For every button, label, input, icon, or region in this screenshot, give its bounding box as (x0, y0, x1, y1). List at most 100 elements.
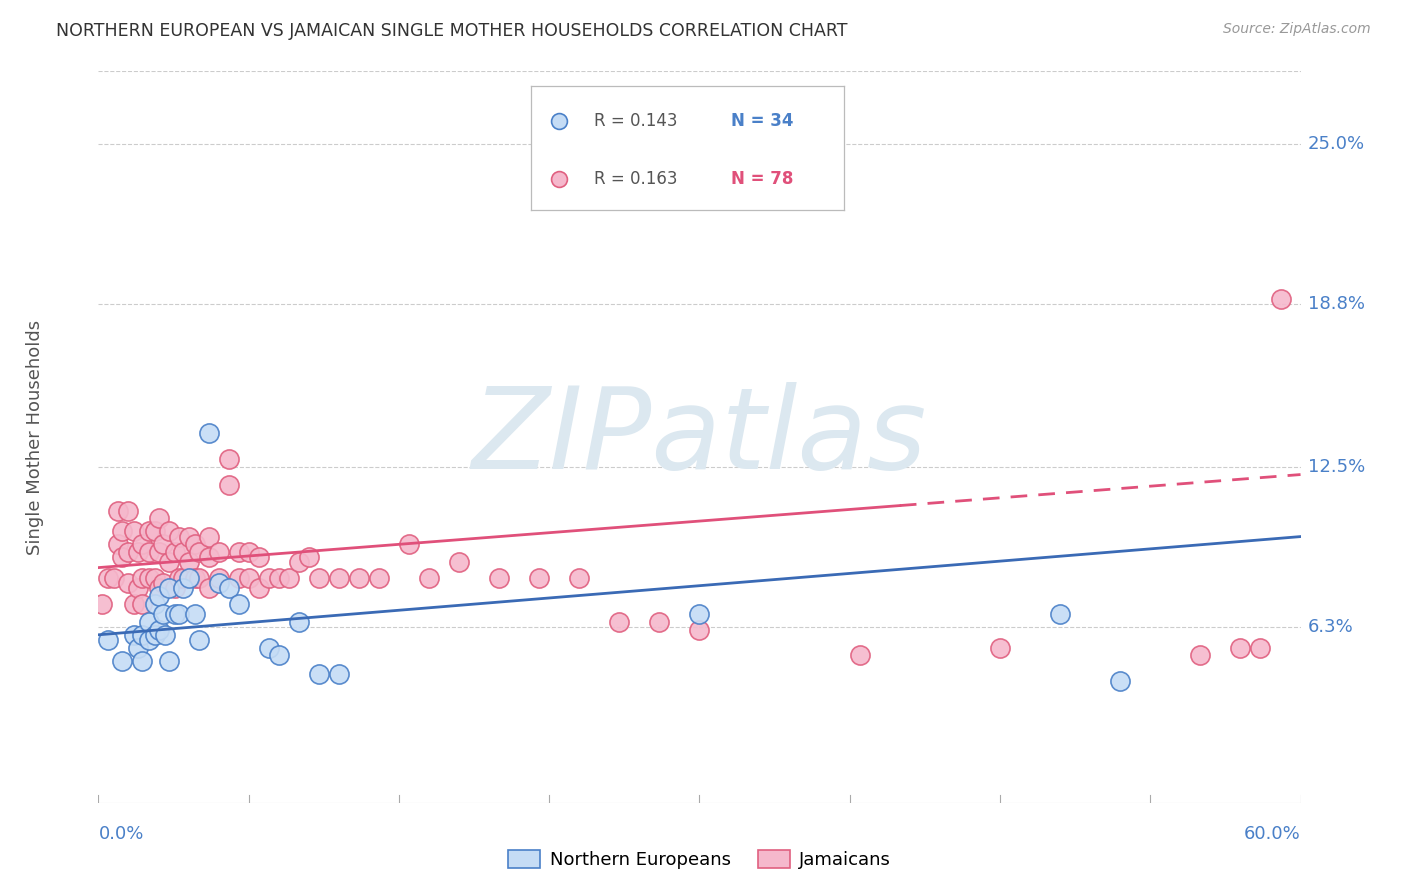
Point (143, 571, 166, 585)
Point (238, 571, 260, 585)
Point (138, 524, 160, 539)
Point (568, 571, 591, 585)
Text: NORTHERN EUROPEAN VS JAMAICAN SINGLE MOTHER HOUSEHOLDS CORRELATION CHART: NORTHERN EUROPEAN VS JAMAICAN SINGLE MOT… (56, 22, 848, 40)
Point (688, 607, 710, 621)
Point (1109, 674, 1132, 689)
Point (187, 545, 209, 559)
Point (163, 607, 186, 621)
Point (488, 571, 510, 585)
Point (648, 615, 671, 629)
Point (167, 530, 190, 544)
Point (609, 615, 631, 629)
Point (1049, 607, 1071, 621)
Point (418, 571, 440, 585)
Point (167, 571, 190, 585)
Point (138, 632, 160, 647)
Point (247, 550, 270, 565)
Text: Source: ZipAtlas.com: Source: ZipAtlas.com (1223, 22, 1371, 37)
Point (257, 640, 280, 655)
Point (128, 640, 150, 655)
Text: 6.3%: 6.3% (1308, 618, 1354, 636)
Point (117, 504, 139, 518)
Point (183, 607, 205, 621)
Point (97, 571, 120, 585)
Point (328, 666, 350, 681)
Point (152, 537, 174, 551)
Point (228, 545, 250, 559)
Text: ZIPatlas: ZIPatlas (472, 382, 927, 492)
Text: Single Mother Households: Single Mother Households (27, 319, 44, 555)
Point (128, 545, 150, 559)
Point (117, 576, 139, 591)
Point (131, 597, 153, 611)
Point (1229, 640, 1251, 655)
Point (267, 648, 290, 663)
Point (163, 545, 186, 559)
Point (1250, 640, 1272, 655)
Point (131, 537, 153, 551)
Point (218, 452, 240, 467)
Point (172, 545, 194, 559)
Point (218, 582, 240, 596)
Point (117, 545, 139, 559)
Point (138, 571, 160, 585)
Point (152, 607, 174, 621)
Point (197, 582, 219, 596)
Point (228, 571, 250, 585)
Point (97, 632, 120, 647)
Point (238, 545, 260, 559)
Point (148, 582, 170, 596)
Point (157, 524, 180, 539)
Point (107, 537, 129, 551)
Point (148, 589, 170, 603)
Point (177, 571, 200, 585)
Point (153, 628, 176, 642)
Point (183, 571, 205, 585)
Point (267, 571, 290, 585)
Point (128, 582, 150, 596)
Point (103, 571, 125, 585)
Point (91, 597, 114, 611)
Point (124, 628, 146, 642)
Point (398, 537, 420, 551)
Point (688, 623, 710, 637)
Point (988, 640, 1011, 655)
Point (148, 545, 170, 559)
Point (143, 597, 166, 611)
Point (157, 556, 180, 570)
Point (368, 571, 391, 585)
Text: 18.8%: 18.8% (1308, 295, 1365, 313)
Point (308, 666, 330, 681)
Point (157, 654, 180, 668)
Point (228, 597, 250, 611)
Point (849, 648, 872, 663)
Point (172, 571, 194, 585)
Point (187, 632, 209, 647)
Point (152, 576, 174, 591)
Point (288, 615, 311, 629)
Point (187, 571, 209, 585)
Point (197, 530, 219, 544)
Point (111, 654, 134, 668)
Point (1270, 292, 1292, 306)
Point (107, 504, 129, 518)
Point (1189, 648, 1212, 663)
Point (197, 426, 219, 441)
Point (124, 597, 146, 611)
Point (143, 628, 166, 642)
Point (328, 571, 350, 585)
Point (347, 571, 370, 585)
Point (298, 550, 321, 565)
Point (529, 571, 551, 585)
Point (167, 607, 190, 621)
Point (183, 537, 205, 551)
Point (257, 571, 280, 585)
Point (172, 582, 194, 596)
Point (111, 524, 134, 539)
Point (208, 545, 231, 559)
Text: 60.0%: 60.0% (1244, 825, 1301, 843)
Text: 12.5%: 12.5% (1308, 458, 1365, 475)
Text: 25.0%: 25.0% (1308, 135, 1365, 153)
Point (148, 511, 170, 525)
Point (131, 571, 153, 585)
